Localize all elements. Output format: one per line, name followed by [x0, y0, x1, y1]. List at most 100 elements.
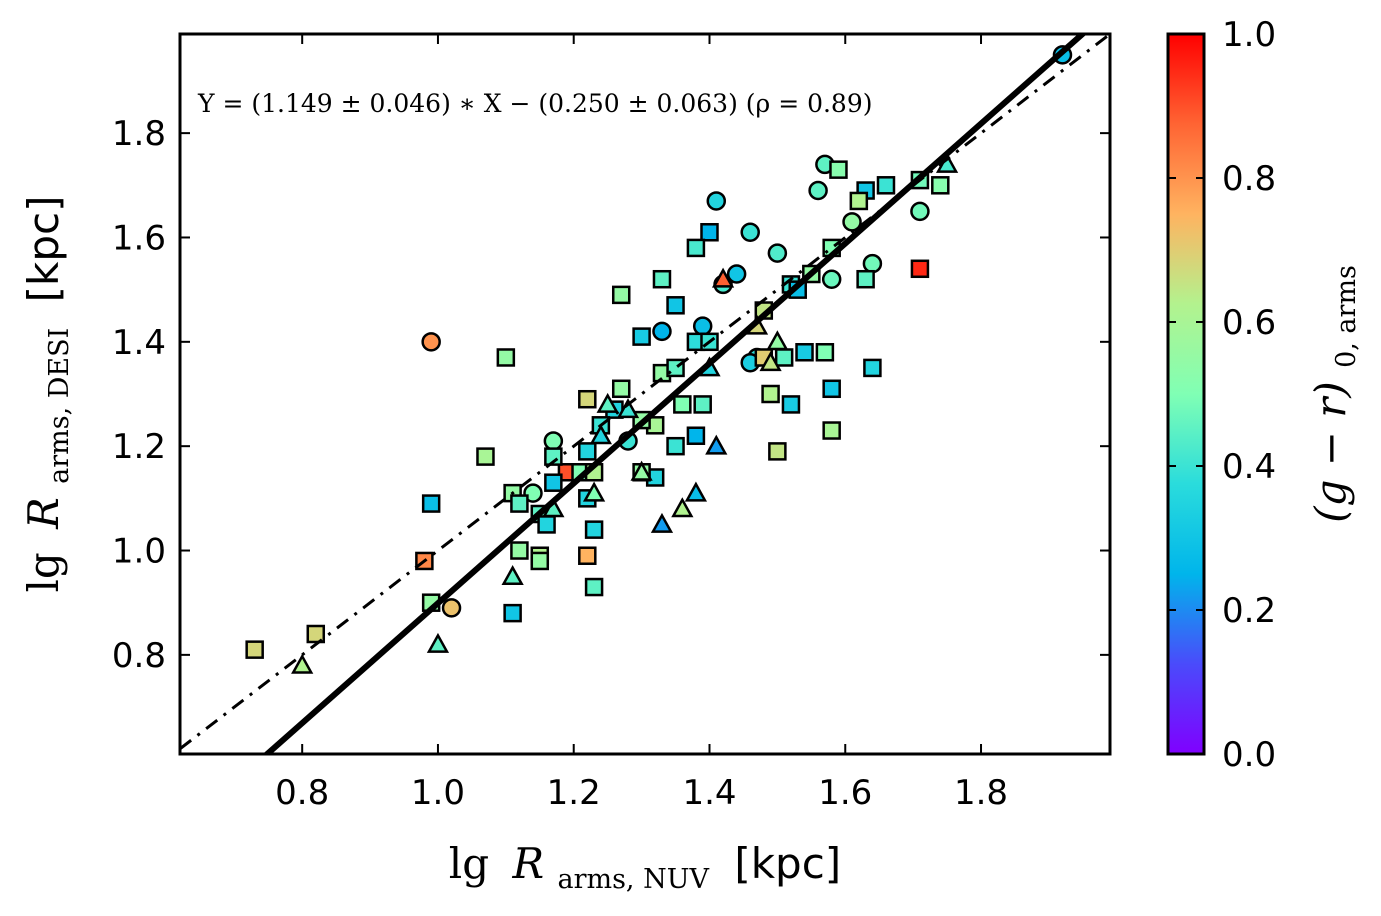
y-tick-label: 0.8	[112, 636, 166, 676]
square-point-38	[666, 436, 685, 456]
x-tick-label: 1.8	[954, 773, 1008, 813]
x-tick-label: 1.4	[682, 773, 736, 813]
triangle-point-16	[291, 653, 314, 674]
square-point-3	[849, 191, 869, 211]
x-tick-label: 0.8	[275, 773, 329, 813]
x-axis-lg: lg	[449, 839, 489, 888]
square-point-37	[686, 426, 706, 445]
triangle-point-4	[759, 351, 782, 372]
square-point-64	[503, 603, 522, 623]
square-point-15	[652, 269, 672, 289]
y-axis-title: lg R arms, DESI [kpc]	[19, 195, 78, 592]
x-axis-title: lg R arms, NUV [kpc]	[449, 839, 841, 898]
y-axis-ticks: 0.8 1.0 1.2 1.4 1.6 1.8	[112, 114, 1110, 676]
circle-point-2	[808, 180, 828, 201]
y-axis-lg: lg	[19, 552, 68, 592]
circle-point-5	[821, 269, 842, 289]
triangle-point-8	[671, 497, 694, 518]
plot-frame	[178, 32, 1112, 756]
circle-point-10	[726, 264, 747, 284]
triangle-point-11	[589, 424, 613, 445]
y-tick-label: 1.6	[112, 218, 166, 258]
x-axis-subscript: arms, NUV	[557, 864, 709, 895]
square-point-44	[578, 389, 597, 409]
square-point-29	[822, 421, 841, 440]
colorbar-tick-label: 0.4	[1222, 447, 1276, 487]
square-point-63	[530, 551, 550, 571]
triangle-point-12	[582, 481, 606, 502]
fit-line	[262, 34, 1088, 754]
square-point-13	[686, 238, 706, 258]
circle-point-18	[523, 483, 543, 503]
colorbar-title: (g − r) 0, arms	[1306, 265, 1362, 523]
square-point-45	[578, 442, 597, 461]
triangle-point-10	[630, 460, 653, 481]
square-point-12	[700, 223, 719, 242]
square-point-31	[496, 348, 516, 367]
triangle-point-14	[501, 565, 524, 586]
triangle-point-7	[684, 481, 708, 502]
square-point-27	[781, 395, 801, 414]
circle-point-7	[706, 191, 727, 211]
x-axis-ticks: 0.8 1.0 1.2 1.4 1.6 1.8	[275, 34, 1008, 813]
circle-point-6	[910, 201, 930, 222]
colorbar-tick-label: 1.0	[1222, 15, 1276, 55]
colorbar-tick-label: 0.6	[1222, 303, 1276, 343]
circle-point-12	[652, 321, 672, 342]
triangle-point-1	[711, 267, 735, 288]
square-point-17	[632, 327, 651, 346]
square-point-16	[611, 285, 631, 305]
circle-point-8	[740, 222, 760, 243]
square-point-65	[421, 494, 441, 513]
fit-equation: Y = (1.149 ± 0.046) ∗ X − (0.250 ± 0.063…	[197, 89, 873, 118]
square-point-14	[666, 296, 685, 315]
colorbar-ticks: 0.0 0.2 0.4 0.6 0.8 1.0	[1168, 15, 1276, 775]
colorbar-tick-label: 0.2	[1222, 591, 1276, 631]
triangle-point-17	[596, 392, 619, 413]
square-point-54	[584, 577, 604, 597]
square-point-6	[910, 259, 930, 279]
circle-point-13	[692, 316, 713, 336]
circle-point-4	[862, 253, 883, 274]
one-to-one-line	[180, 34, 1110, 750]
colorbar-label: (g − r)	[1306, 381, 1355, 523]
colorbar-tick-label: 0.8	[1222, 159, 1276, 199]
y-axis-symbol: R	[19, 497, 68, 530]
x-tick-label: 1.6	[818, 773, 872, 813]
square-point-22	[774, 348, 794, 367]
circle-point-20	[441, 598, 462, 618]
square-point-1	[876, 176, 896, 195]
square-point-24	[815, 343, 835, 362]
square-point-30	[768, 442, 787, 461]
square-point-53	[578, 546, 597, 565]
triangle-point-9	[650, 512, 674, 533]
square-point-28	[761, 384, 780, 404]
square-point-68	[306, 624, 326, 644]
square-point-26	[822, 379, 841, 399]
triangle-point-15	[426, 632, 450, 653]
square-point-41	[611, 379, 631, 399]
data-points	[245, 45, 1073, 674]
x-tick-label: 1.2	[547, 773, 601, 813]
circle-point-19	[421, 332, 441, 352]
square-point-5	[931, 176, 950, 195]
square-point-32	[476, 447, 495, 466]
circle-point-16	[543, 431, 564, 451]
square-point-69	[245, 640, 264, 659]
y-axis-subscript: arms, DESI	[44, 328, 75, 484]
square-point-52	[584, 520, 604, 539]
x-tick-label: 1.0	[411, 773, 465, 813]
circle-point-9	[767, 243, 788, 263]
square-point-7	[856, 269, 875, 289]
square-point-58	[510, 494, 529, 513]
square-point-60	[537, 515, 556, 534]
square-point-25	[863, 358, 882, 378]
colorbar	[1166, 32, 1206, 756]
y-tick-label: 1.8	[112, 114, 166, 154]
square-point-61	[510, 541, 529, 560]
fit-lines	[180, 34, 1110, 754]
colorbar-label-subscript: 0, arms	[1331, 265, 1362, 368]
y-tick-label: 1.4	[112, 323, 166, 363]
